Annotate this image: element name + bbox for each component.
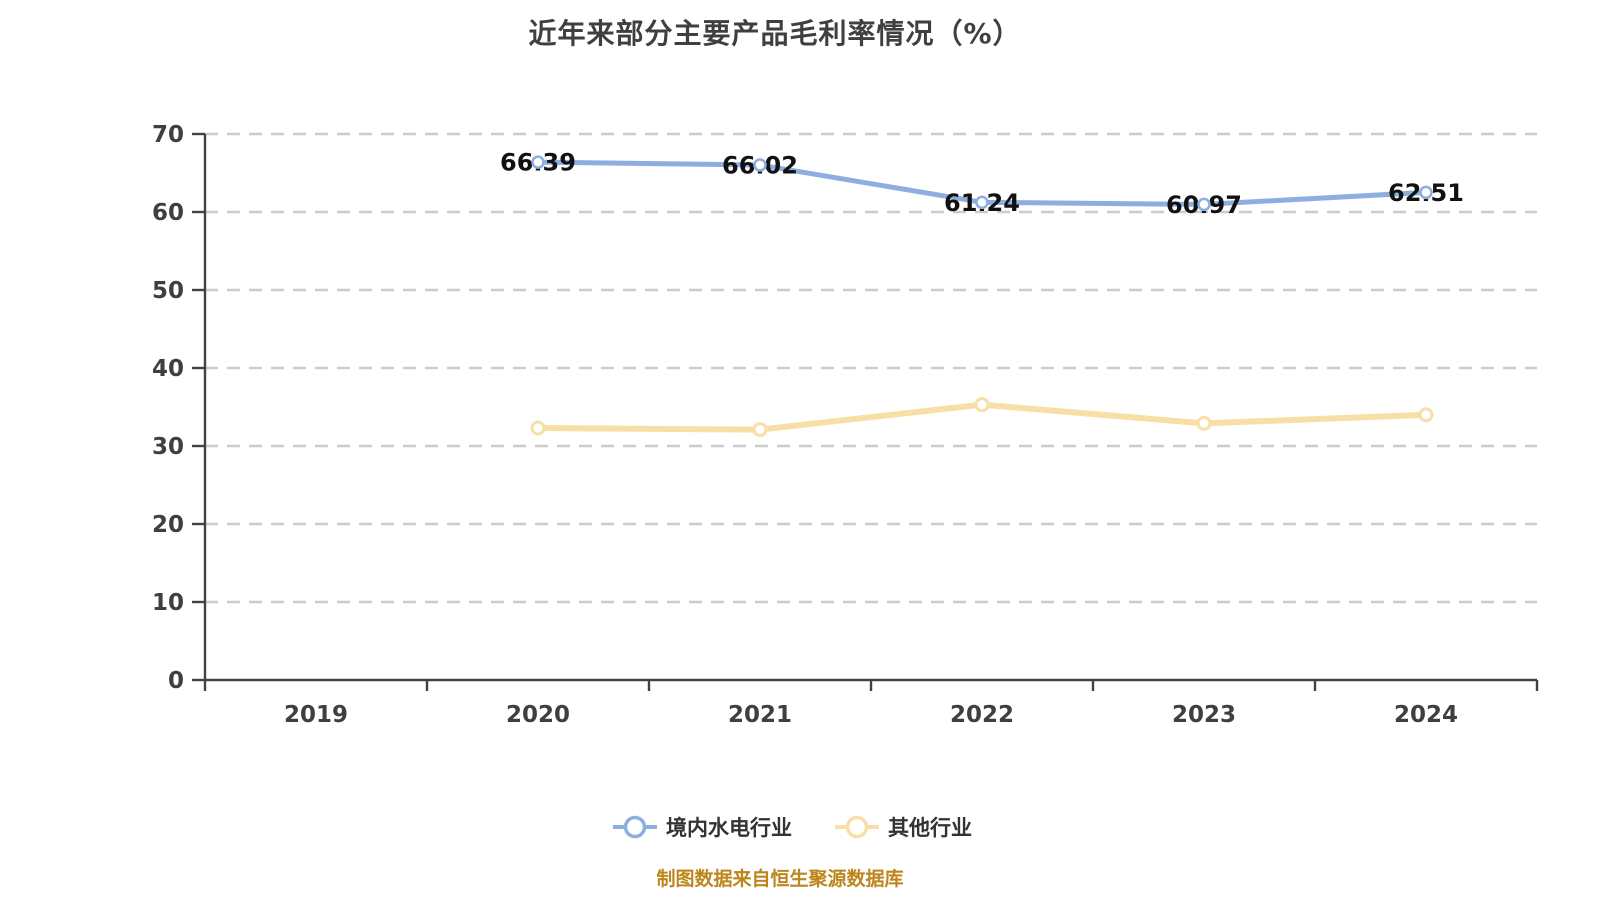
- data-point-境内水电行业-2020: [531, 155, 545, 169]
- x-tick-label-2024: 2024: [1394, 702, 1458, 728]
- y-tick-label-20: 20: [152, 512, 184, 538]
- legend-item-境内水电行业[interactable]: 境内水电行业: [612, 812, 792, 842]
- legend-label: 境内水电行业: [666, 816, 792, 840]
- data-point-其他行业-2024: [1418, 407, 1434, 423]
- x-tick-label-2020: 2020: [506, 702, 570, 728]
- data-point-其他行业-2021: [752, 422, 768, 438]
- x-tick-label-2023: 2023: [1172, 702, 1236, 728]
- legend-label: 其他行业: [888, 816, 972, 840]
- y-tick-label-10: 10: [152, 590, 184, 616]
- x-tick-label-2021: 2021: [728, 702, 792, 728]
- x-tick-label-2022: 2022: [950, 702, 1014, 728]
- data-point-境内水电行业-2021: [753, 158, 767, 172]
- y-tick-label-30: 30: [152, 434, 184, 460]
- y-tick-label-60: 60: [152, 200, 184, 226]
- chart-title: 近年来部分主要产品毛利率情况（%）: [528, 17, 1022, 50]
- data-point-其他行业-2023: [1196, 415, 1212, 431]
- y-tick-label-70: 70: [152, 122, 184, 148]
- data-point-其他行业-2020: [530, 420, 546, 436]
- data-point-境内水电行业-2022: [975, 195, 989, 210]
- x-tick-label-2019: 2019: [284, 702, 348, 728]
- chart-legend: 境内水电行业 其他行业: [0, 812, 1600, 842]
- y-tick-label-0: 0: [168, 668, 184, 694]
- y-tick-label-40: 40: [152, 356, 184, 382]
- legend-marker-icon: [835, 815, 879, 839]
- y-tick-label-50: 50: [152, 278, 184, 304]
- legend-marker-icon: [613, 815, 657, 839]
- data-source-note: 制图数据来自恒生聚源数据库: [656, 868, 904, 890]
- data-point-其他行业-2022: [974, 397, 990, 413]
- legend-item-其他行业[interactable]: 其他行业: [834, 812, 972, 842]
- data-point-境内水电行业-2024: [1419, 185, 1433, 200]
- data-point-境内水电行业-2023: [1197, 197, 1211, 212]
